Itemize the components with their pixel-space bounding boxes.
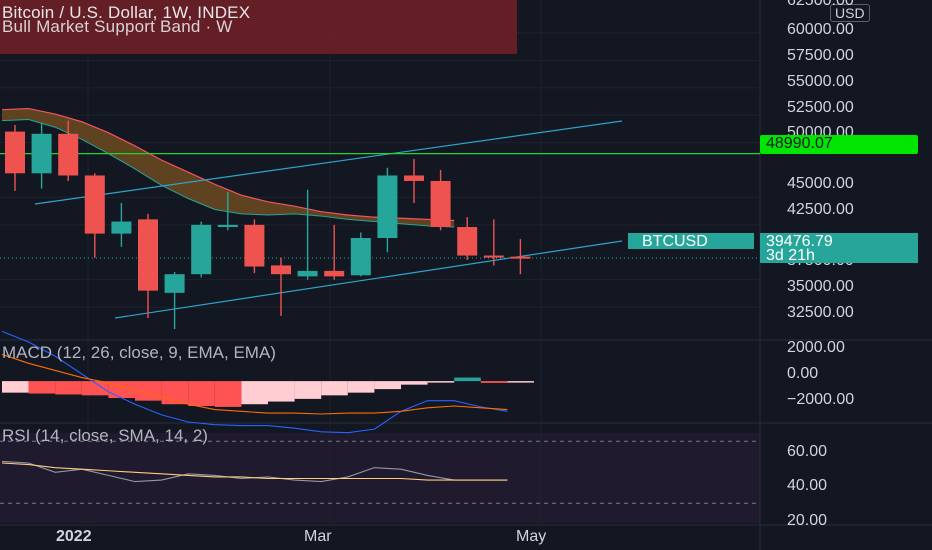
price-axis-label: 45000.00 <box>787 175 854 192</box>
price-axis-label: 32500.00 <box>787 304 854 321</box>
support-band-fill <box>2 108 455 228</box>
macd-histogram-bar[interactable] <box>108 381 135 398</box>
macd-histogram-bar[interactable] <box>214 381 242 407</box>
candle-body[interactable] <box>138 219 158 291</box>
macd-histogram-bar[interactable] <box>427 381 455 383</box>
rsi-axis-label: 60.00 <box>787 443 828 460</box>
macd-legend[interactable]: MACD (12, 26, close, 9, EMA, EMA) <box>2 343 276 362</box>
trendline-lower[interactable] <box>114 240 623 319</box>
candle-body[interactable] <box>111 221 132 234</box>
price-axis-label: 60000.00 <box>787 21 854 38</box>
candle-body[interactable] <box>324 270 345 277</box>
indicator-title[interactable]: Bull Market Support Band · W <box>2 17 233 36</box>
symbol-label-tag[interactable]: BTCUSD <box>628 233 754 250</box>
candle-body[interactable] <box>404 175 424 181</box>
macd-histogram-bar[interactable] <box>2 381 29 393</box>
macd-histogram-bar[interactable] <box>55 381 82 395</box>
macd-histogram-bar[interactable] <box>321 381 348 396</box>
macd-histogram-bar[interactable] <box>401 381 428 385</box>
macd-line[interactable] <box>1 330 508 434</box>
last-price-tag[interactable]: 39476.79 <box>760 233 918 251</box>
macd-histogram-bar[interactable] <box>81 381 109 396</box>
macd-histogram-bar[interactable] <box>347 381 375 393</box>
bar-countdown-tag: 3d 21h <box>760 247 918 264</box>
macd-histogram-bar[interactable] <box>188 381 215 406</box>
macd-axis-label: 2000.00 <box>787 339 845 356</box>
candle-body[interactable] <box>297 270 318 277</box>
rsi-axis-label: 20.00 <box>787 512 828 529</box>
macd-histogram-bar[interactable] <box>268 381 295 402</box>
macd-histogram-bar[interactable] <box>28 381 56 394</box>
candle-body[interactable] <box>271 265 291 275</box>
price-axis-label: 62500.00 <box>787 0 854 9</box>
macd-axis-label: −2000.00 <box>787 391 855 408</box>
price-axis-label: 55000.00 <box>787 73 854 90</box>
time-axis-label: 2022 <box>56 528 92 545</box>
symbol-title[interactable]: Bitcoin / U.S. Dollar, 1W, INDEX <box>2 3 251 22</box>
candle-body[interactable] <box>58 133 79 176</box>
currency-badge[interactable]: USD <box>830 4 870 22</box>
candle-body[interactable] <box>483 255 504 258</box>
level-price-tag[interactable]: 48990.07 <box>760 135 918 154</box>
macd-signal-line[interactable] <box>1 353 508 415</box>
trendline-upper[interactable] <box>34 120 623 205</box>
macd-axis-label: 0.00 <box>787 365 819 382</box>
price-axis-label: 35000.00 <box>787 278 854 295</box>
candle-body[interactable] <box>430 180 451 228</box>
rsi-axis-label: 40.00 <box>787 477 828 494</box>
macd-histogram-bar[interactable] <box>480 381 508 383</box>
candle-body[interactable] <box>31 133 52 174</box>
candle-body[interactable] <box>350 238 371 276</box>
candle-body[interactable] <box>191 224 212 275</box>
candle-body[interactable] <box>164 274 185 293</box>
macd-histogram-bar[interactable] <box>454 377 481 382</box>
candle-body[interactable] <box>217 224 238 228</box>
candle-body[interactable] <box>5 131 25 174</box>
candle-body[interactable] <box>84 175 105 234</box>
candle-body[interactable] <box>377 175 398 238</box>
macd-histogram-bar[interactable] <box>374 381 401 390</box>
candle-body[interactable] <box>457 227 478 256</box>
candle-body[interactable] <box>510 256 531 259</box>
rsi-legend[interactable]: RSI (14, close, SMA, 14, 2) <box>2 426 208 445</box>
macd-histogram-bar[interactable] <box>294 381 322 399</box>
macd-histogram-bar[interactable] <box>241 381 268 405</box>
candle-body[interactable] <box>244 224 265 267</box>
time-axis-label: Mar <box>304 528 332 545</box>
price-axis-label: 42500.00 <box>787 201 854 218</box>
price-axis-label: 52500.00 <box>787 99 854 116</box>
rsi-ma-line[interactable] <box>1 462 508 481</box>
legend-panel <box>0 0 517 54</box>
time-axis-label: May <box>516 528 547 545</box>
price-axis-label: 57500.00 <box>787 47 854 64</box>
macd-histogram-bar[interactable] <box>507 381 534 383</box>
